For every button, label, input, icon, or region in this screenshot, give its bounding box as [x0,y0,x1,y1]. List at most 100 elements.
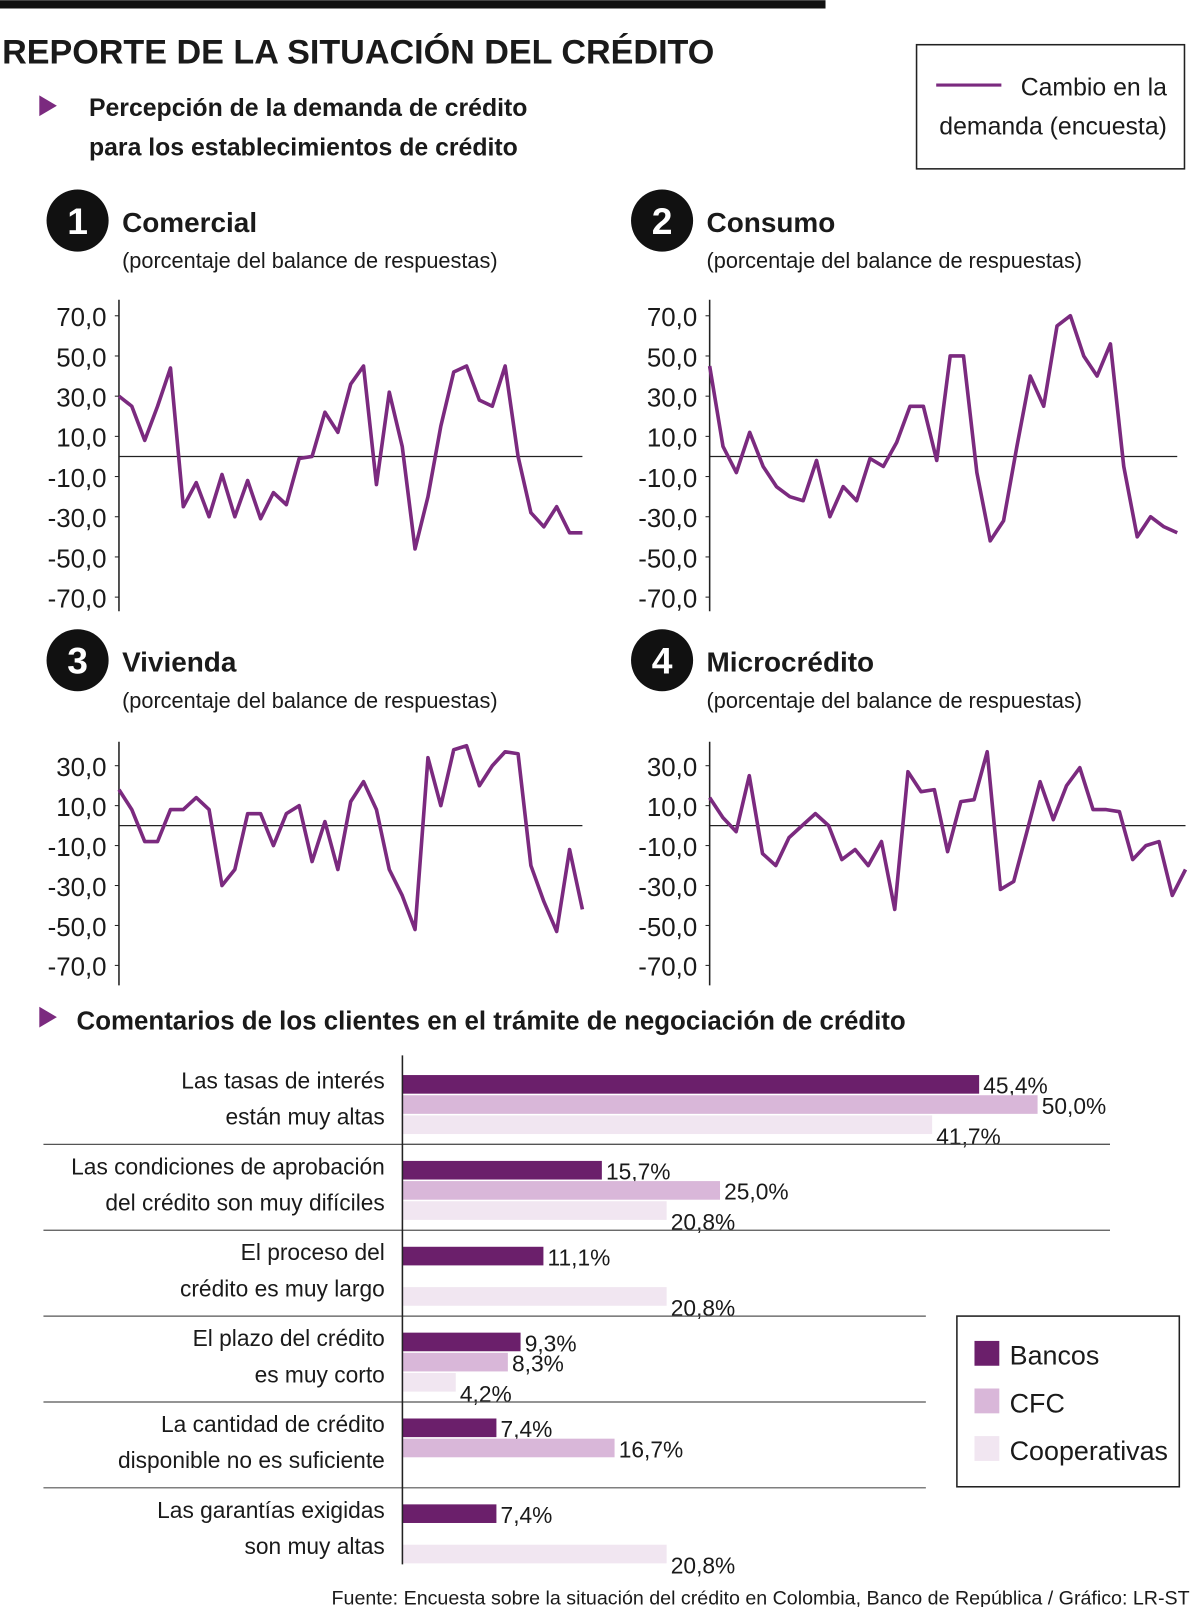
section-title: Percepción de la demanda de crédito para … [89,95,528,161]
bar-chart-title: Comentarios de los clientes en el trámit… [77,1008,906,1036]
legend-swatch [974,1436,1000,1461]
chart-number: 4 [652,640,673,682]
bar [402,1246,544,1266]
y-tick-label: -10,0 [638,834,697,862]
y-tick-label: -70,0 [48,954,107,982]
value-label: 9,3% [525,1330,577,1356]
chart-subtitle: (porcentaje del balance de respuestas) [707,248,1083,273]
main-title: REPORTE DE LA SITUACIÓN DEL CRÉDITO [2,33,714,71]
chart-subtitle: (porcentaje del balance de respuestas) [707,688,1083,713]
category-label: El proceso del crédito es muy largo [180,1239,385,1301]
bar [402,1352,508,1372]
value-label: 8,3% [512,1350,564,1376]
category-label: El plazo del crédito es muy corto [193,1325,385,1387]
y-tick-label: 50,0 [56,344,106,372]
bar [402,1287,667,1306]
y-tick-label: 30,0 [647,385,697,413]
chart-subtitle: (porcentaje del balance de respuestas) [122,248,498,273]
bar [402,1160,602,1180]
data-line [707,313,1178,543]
y-tick-label: -10,0 [638,465,697,493]
chart-number-badge [631,629,694,692]
y-tick-label: -10,0 [48,834,107,862]
y-tick-label: 70,0 [647,304,697,332]
chart-title: Consumo [707,207,836,238]
legend-label: CFC [1010,1388,1065,1418]
y-tick-label: -70,0 [638,585,697,613]
chart-title: Microcrédito [707,647,875,678]
legend-swatch [974,1388,1000,1414]
value-label: 20,8% [671,1209,736,1235]
value-label: 20,8% [671,1553,736,1579]
top-rule [0,0,826,9]
value-label: 16,7% [619,1436,684,1462]
bar [402,1372,456,1392]
y-tick-label: -50,0 [48,914,107,942]
section-arrow [39,1006,57,1028]
y-tick-label: -30,0 [638,505,697,533]
value-label: 7,4% [501,1416,553,1442]
category-label: Las tasas de interés están muy altas [181,1068,385,1130]
chart-number: 3 [67,640,88,682]
chart-title: Vivienda [122,647,237,678]
y-tick-label: 70,0 [56,304,106,332]
chart-title: Comercial [122,207,257,238]
category-label: Las condiciones de aprobación del crédito… [71,1153,385,1215]
value-label: 4,2% [460,1381,512,1407]
y-tick-label: -10,0 [48,465,107,493]
value-label: 11,1% [548,1244,611,1270]
y-tick-label: 10,0 [56,425,106,453]
bar [402,1332,521,1352]
y-tick-label: 10,0 [56,794,106,822]
legend-swatch [974,1340,1000,1366]
legend-label: Cooperativas [1010,1436,1168,1466]
chart-number-badge [46,629,109,692]
chart-number: 1 [67,200,88,242]
bar [402,1181,720,1200]
y-tick-label: 10,0 [647,794,697,822]
bar [402,1418,497,1438]
chart-subtitle: (porcentaje del balance de respuestas) [122,688,498,713]
category-label: Las garantías exigidas son muy altas [157,1497,385,1559]
bar [402,1504,497,1523]
chart-number: 2 [652,200,673,242]
y-tick-label: 30,0 [56,385,106,413]
y-tick-label: -30,0 [638,874,697,902]
chart-number-badge [46,189,109,252]
value-label: 45,4% [983,1073,1048,1099]
bar [402,1075,980,1094]
y-tick-label: -30,0 [48,505,107,533]
y-tick-label: -50,0 [638,914,697,942]
value-label: 50,0% [1042,1093,1107,1119]
value-label: 20,8% [671,1295,736,1321]
y-tick-label: 10,0 [647,425,697,453]
data-line [117,743,585,934]
value-label: 25,0% [724,1179,789,1205]
legend-label: Cambio en la demanda (encuesta) [939,74,1167,140]
bar [402,1095,1038,1114]
bar [402,1438,615,1458]
legend-label: Bancos [1010,1341,1100,1371]
bar [402,1115,933,1135]
value-label: 41,7% [936,1123,1001,1149]
section-arrow [39,95,57,117]
data-line [117,364,583,551]
chart-number-badge [631,189,694,252]
bar [402,1544,667,1564]
y-tick-label: 30,0 [647,754,697,782]
legend-box [915,43,1186,170]
value-label: 7,4% [501,1502,553,1528]
data-line [708,749,1188,912]
y-tick-label: -70,0 [638,954,697,982]
y-tick-label: -50,0 [48,545,107,573]
y-tick-label: -50,0 [638,545,697,573]
category-label: La cantidad de crédito disponible no es s… [118,1411,385,1473]
source: Fuente: Encuesta sobre la situación del … [332,1588,1190,1607]
value-label: 15,7% [606,1159,671,1185]
y-tick-label: 30,0 [56,754,106,782]
bar [402,1201,667,1220]
y-tick-label: -70,0 [48,585,107,613]
y-tick-label: -30,0 [48,874,107,902]
